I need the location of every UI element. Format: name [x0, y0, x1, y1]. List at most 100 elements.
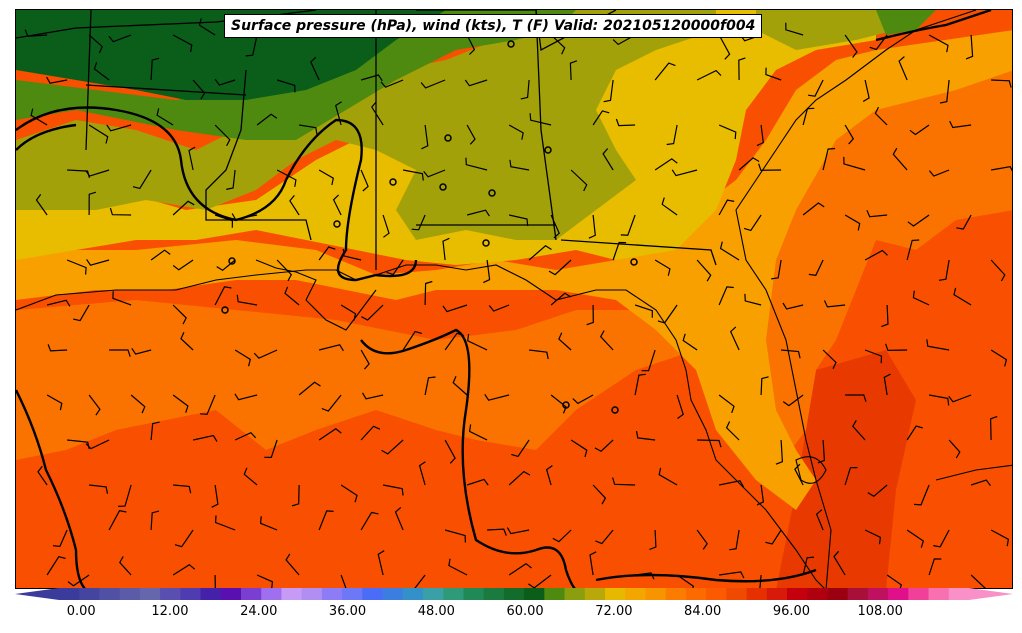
wind-barb [132, 169, 152, 190]
wind-barb [697, 439, 722, 448]
wind-barb [718, 394, 735, 414]
wind-barb [658, 467, 678, 486]
wind-barb [886, 574, 902, 588]
colorbar-segment [321, 588, 343, 600]
wind-barb [464, 79, 488, 87]
wind-barb [864, 529, 882, 545]
wind-barb [466, 124, 476, 145]
wind-barb [234, 431, 257, 441]
wind-barb [452, 376, 468, 396]
wind-barb [318, 510, 334, 531]
wind-barb [214, 124, 231, 147]
wind-barb [765, 67, 782, 81]
wind-barb [361, 392, 384, 400]
wind-barb [483, 259, 491, 284]
wind-barb [802, 556, 815, 576]
wind-barb [226, 169, 236, 190]
colorbar-tick-label: 60.00 [506, 604, 544, 619]
wind-barb [214, 79, 236, 86]
wind-barb [528, 245, 552, 261]
wind-barb [402, 169, 424, 181]
wind-barb [529, 113, 552, 126]
wind-barb [866, 209, 888, 218]
wind-barb [130, 394, 146, 414]
wind-barb [864, 349, 883, 364]
colorbar-segment [746, 588, 768, 600]
wind-barb [602, 148, 614, 171]
wind-barb [970, 479, 991, 487]
wind-barb [808, 79, 824, 97]
wind-barb [198, 18, 216, 36]
wind-barb [47, 344, 68, 352]
wind-barbs [24, 13, 1012, 588]
wind-barb [108, 34, 132, 43]
wind-barb [360, 511, 379, 531]
wind-barb [867, 484, 888, 498]
wind-barb [906, 425, 923, 441]
wind-barb [321, 394, 342, 412]
wind-barb [340, 484, 358, 503]
wind-barb [822, 147, 836, 171]
wind-barb [234, 349, 251, 367]
wind-barb [898, 56, 908, 81]
wind-barb [874, 106, 888, 126]
wind-barb [949, 120, 972, 129]
colorbar [15, 588, 1013, 600]
wind-barb [844, 467, 858, 486]
wind-barb [172, 394, 189, 413]
wind-barb [990, 349, 1008, 367]
wind-barb [466, 478, 489, 486]
wind-barb [468, 424, 488, 441]
wind-barb [418, 461, 426, 486]
wind-barb [402, 330, 422, 351]
wind-barb [46, 299, 71, 307]
wind-barb [108, 510, 127, 531]
wind-barb [253, 349, 278, 359]
colorbar-segment [160, 588, 181, 600]
wind-barb [775, 439, 784, 465]
wind-barb [570, 169, 588, 192]
wind-barb [52, 529, 68, 548]
colorbar-segment [685, 588, 707, 600]
wind-barb [928, 169, 950, 177]
wind-barb [93, 62, 110, 81]
wind-barb [666, 124, 678, 146]
wind-barb [46, 556, 66, 576]
wind-barb [696, 529, 708, 550]
wind-barb [360, 74, 383, 82]
wind-barb [862, 79, 870, 103]
colorbar-segment [180, 588, 202, 600]
colorbar-extend-low [15, 588, 59, 600]
wind-barb [214, 214, 234, 228]
wind-barb [448, 558, 468, 576]
colorbar-segment [59, 588, 80, 600]
colorbar-segment [99, 588, 121, 600]
wind-barb [172, 563, 196, 576]
wind-barb [844, 214, 861, 231]
wind-barb [785, 22, 804, 36]
wind-barb [86, 259, 110, 266]
temperature-field-light-orange [16, 30, 1012, 510]
wind-barb [906, 529, 925, 548]
wind-barb [88, 191, 97, 216]
wind-barb [550, 214, 560, 239]
wind-barb [696, 69, 722, 81]
wind-barb [245, 34, 258, 57]
wind-barb [173, 484, 192, 494]
wind-barb [444, 529, 466, 543]
colorbar-tick-label: 48.00 [417, 604, 455, 619]
wind-barb [172, 34, 193, 53]
wind-barb [844, 34, 858, 58]
colorbar-segment [281, 588, 303, 600]
wind-barb [558, 332, 572, 351]
wind-barb [719, 571, 745, 579]
colorbar-segment [362, 588, 384, 600]
wind-barb [729, 529, 740, 551]
wind-barb [885, 343, 908, 352]
colorbar-tick-label: 108.00 [857, 604, 903, 619]
wind-barb [933, 529, 950, 548]
wind-barb [256, 113, 278, 126]
wind-barb [382, 214, 390, 238]
wind-barb [421, 124, 429, 150]
wind-barb [909, 124, 930, 136]
